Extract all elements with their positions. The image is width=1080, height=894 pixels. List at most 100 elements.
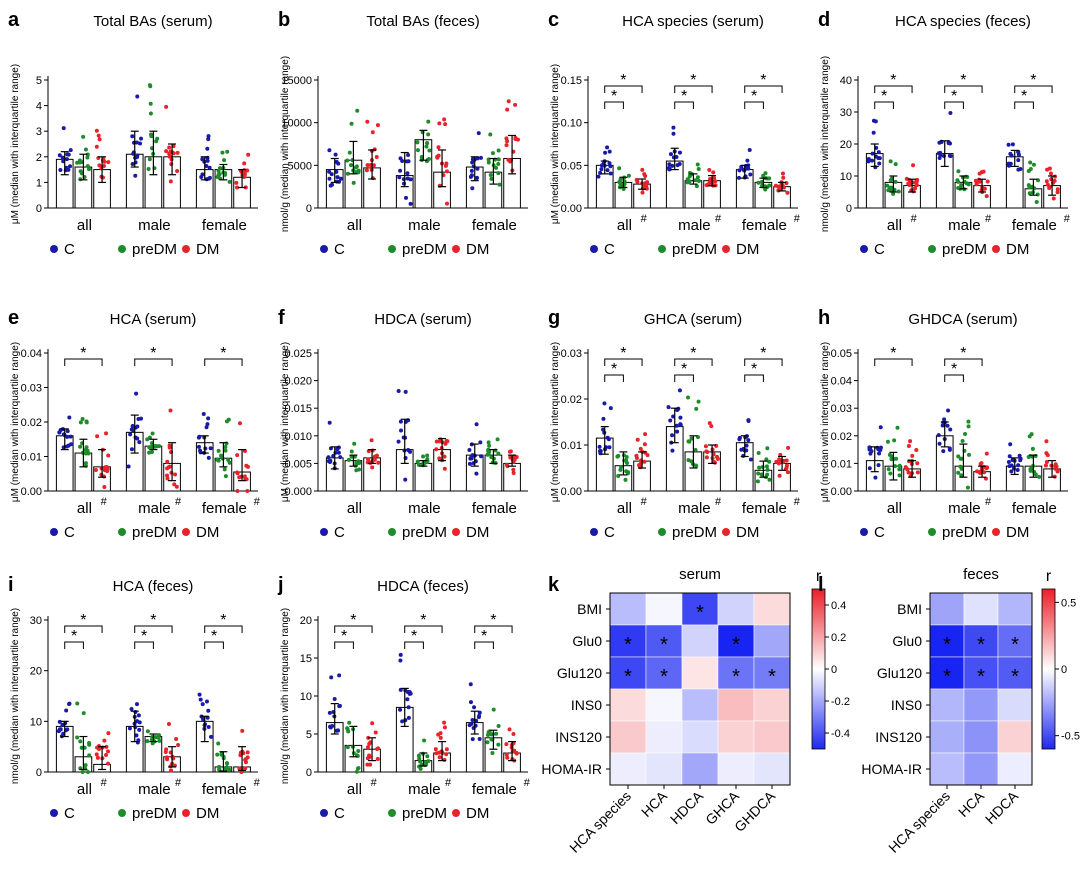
data-point <box>958 464 963 469</box>
data-point <box>489 455 494 460</box>
panel-i: i HCA (feces) nmol/g (median with interqua… <box>8 574 261 822</box>
data-point <box>941 449 946 454</box>
heatmap-cell <box>609 720 647 754</box>
legend-label-C: C <box>64 805 75 822</box>
panel-letter: c <box>548 9 559 31</box>
data-point <box>442 720 447 725</box>
data-point <box>375 746 380 751</box>
x-tick-label: all <box>887 217 902 234</box>
heatmap-star: * <box>624 634 632 656</box>
data-point <box>888 471 893 476</box>
data-point <box>469 456 474 461</box>
heatmap-col-label: HDCA <box>667 787 707 827</box>
data-point <box>415 148 420 153</box>
data-point <box>912 186 917 191</box>
colorbar-tick-label: -0.4 <box>831 728 850 740</box>
data-point <box>400 719 405 724</box>
data-point <box>468 682 473 687</box>
data-point <box>66 167 71 172</box>
data-point <box>1047 184 1052 189</box>
data-point <box>223 445 228 450</box>
data-point <box>671 125 676 130</box>
sig-bracket <box>64 625 103 633</box>
data-point <box>906 443 911 448</box>
data-point <box>206 416 211 421</box>
data-point <box>164 747 169 752</box>
data-point <box>467 723 472 728</box>
data-point <box>670 163 675 168</box>
data-point <box>937 441 942 446</box>
data-point <box>365 745 370 750</box>
data-point <box>744 443 749 448</box>
data-point <box>496 723 501 728</box>
data-point <box>209 734 214 739</box>
data-point <box>876 447 881 452</box>
data-point <box>408 201 413 206</box>
data-point <box>78 169 83 174</box>
data-point <box>57 430 62 435</box>
colorbar-tick-label: -0.5 <box>1061 731 1080 743</box>
data-point <box>736 175 741 180</box>
legend-marker-DM <box>182 245 190 253</box>
data-point <box>877 451 882 456</box>
data-point <box>1026 169 1031 174</box>
data-point <box>474 422 479 427</box>
data-point <box>737 168 742 173</box>
data-point <box>104 744 109 749</box>
data-point <box>748 172 753 177</box>
data-point <box>216 169 221 174</box>
data-point <box>444 169 449 174</box>
data-point <box>945 423 950 428</box>
legend-label-DM: DM <box>466 524 489 541</box>
sig-bracket <box>204 641 224 649</box>
data-point <box>208 446 213 451</box>
x-tick-label: all <box>77 500 92 517</box>
data-point <box>215 457 220 462</box>
data-point <box>1028 160 1033 165</box>
legend-label-preDM: preDM <box>132 805 177 822</box>
sig-star: * <box>681 361 687 378</box>
heatmap-cell <box>645 752 683 786</box>
data-point <box>150 736 155 741</box>
y-axis-label: μM (median with interquartile range) <box>280 342 291 502</box>
sig-star: * <box>211 628 217 645</box>
data-point <box>607 161 612 166</box>
data-point <box>130 134 135 139</box>
data-point <box>204 425 209 430</box>
chart-title: HCA (feces) <box>113 578 194 595</box>
legend-marker-DM <box>452 809 460 817</box>
panel-letter: k <box>548 574 560 596</box>
sig-bracket <box>744 101 764 109</box>
x-tick-label: female <box>202 500 247 517</box>
data-point <box>496 451 501 456</box>
data-point <box>1049 463 1054 468</box>
heatmap-col-label: HCA <box>638 787 671 820</box>
data-point <box>220 150 225 155</box>
sig-star: * <box>220 345 226 362</box>
legend-label-preDM: preDM <box>672 241 717 258</box>
y-axis-label: μM (median with interquartile range) <box>550 64 561 224</box>
legend-marker-preDM <box>118 809 126 817</box>
legend-label-preDM: preDM <box>942 524 987 541</box>
sig-star: * <box>760 72 766 89</box>
data-point <box>205 422 210 427</box>
data-point <box>145 739 150 744</box>
colorbar-label: r <box>1046 568 1052 585</box>
sig-star: * <box>341 628 347 645</box>
data-point <box>877 161 882 166</box>
data-point <box>327 169 332 174</box>
data-point <box>398 707 403 712</box>
data-point <box>785 470 790 475</box>
x-tick-label: all <box>347 500 362 517</box>
chart-title: HDCA (feces) <box>377 578 469 595</box>
data-point <box>511 471 516 476</box>
data-point <box>227 460 232 465</box>
data-point <box>61 126 66 131</box>
data-point <box>696 178 701 183</box>
data-point <box>897 473 902 478</box>
sig-bracket <box>874 101 894 109</box>
data-point <box>984 194 989 199</box>
data-point <box>476 131 481 136</box>
x-tick-suffix: # <box>794 496 801 508</box>
data-point <box>712 176 717 181</box>
